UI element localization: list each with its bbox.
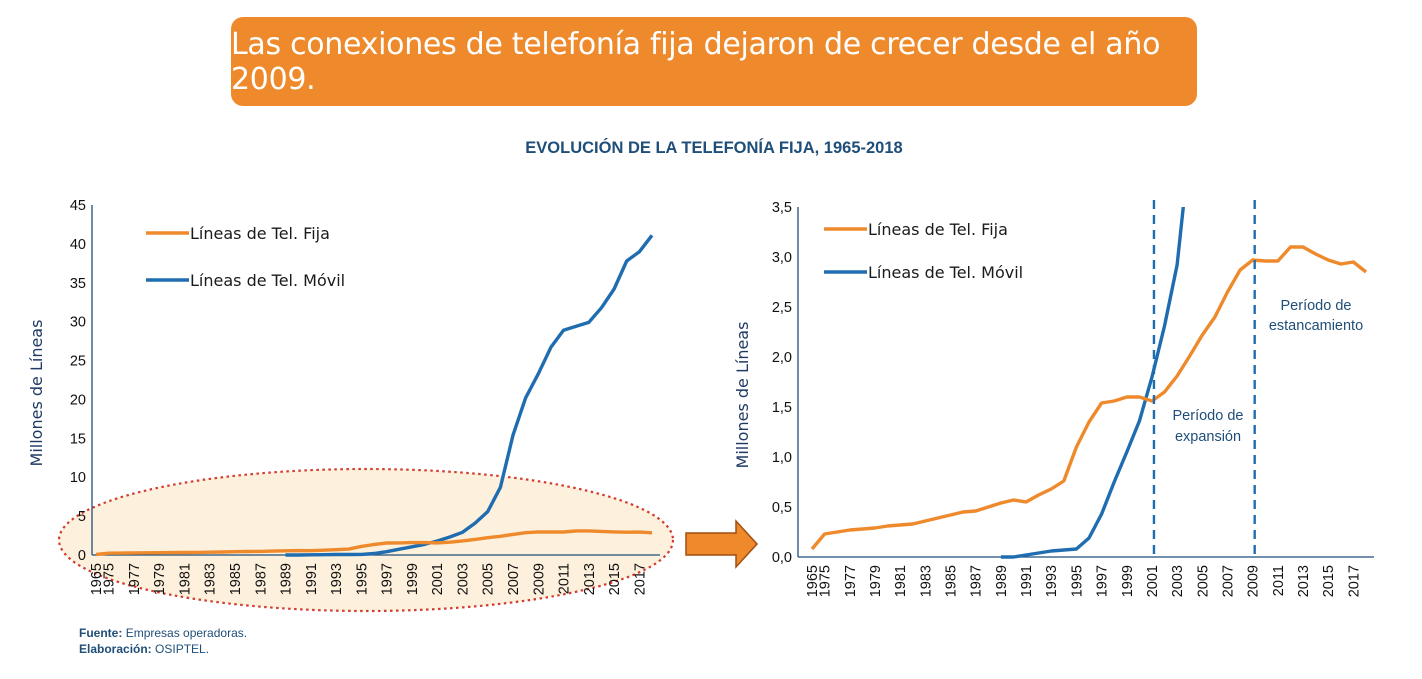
x-tick-label: 2007	[506, 563, 522, 595]
source-label: Fuente:	[79, 626, 123, 640]
x-tick-label: 1999	[1120, 565, 1136, 597]
x-tick-label: 1983	[918, 565, 934, 597]
x-tick-label: 1991	[304, 563, 320, 595]
y-axis-label: Millones de Líneas	[27, 320, 46, 467]
y-tick-label: 2,0	[772, 350, 792, 366]
x-tick-label: 1987	[969, 565, 985, 597]
series-line-movil	[285, 234, 654, 557]
x-tick-label: 1995	[1069, 565, 1085, 597]
annotation-stagnation-line1: Período de	[1281, 298, 1352, 314]
annotation-stagnation-line2: estancamiento	[1269, 318, 1363, 334]
x-tick-label: 2015	[1321, 565, 1337, 597]
x-tick-label: 1985	[228, 563, 244, 595]
y-tick-label: 25	[70, 354, 86, 370]
x-tick-label: 1989	[279, 563, 295, 595]
x-tick-label: 2013	[582, 563, 598, 595]
annotation-expansion-line1: Período de	[1173, 408, 1244, 424]
y-tick-label: 20	[70, 392, 86, 408]
x-tick-label: 1977	[843, 565, 859, 597]
headline-text: Las conexiones de telefonía fija dejaron…	[231, 26, 1161, 97]
x-tick-label: 1981	[893, 565, 909, 597]
x-tick-label: 2013	[1296, 565, 1312, 597]
y-tick-label: 5	[78, 509, 86, 525]
x-tick-label: 1987	[253, 563, 269, 595]
series-line-fija	[810, 245, 1368, 551]
x-tick-label: 2001	[430, 563, 446, 595]
x-tick-label: 2017	[1346, 565, 1362, 597]
x-tick-label: 1981	[177, 563, 193, 595]
x-tick-label: 1965	[805, 565, 821, 597]
headline-banner: Las conexiones de telefonía fija dejaron…	[231, 17, 1197, 106]
x-tick-label: 2011	[557, 563, 573, 594]
x-tick-label: 1979	[152, 563, 168, 595]
y-tick-label: 35	[70, 276, 86, 292]
y-tick-label: 3,5	[772, 200, 792, 216]
y-tick-label: 1,0	[772, 450, 792, 466]
x-tick-label: 1989	[994, 565, 1010, 597]
legend-label-movil: Líneas de Tel. Móvil	[190, 271, 345, 290]
x-tick-label: 1975	[818, 565, 834, 597]
x-tick-label: 1979	[868, 565, 884, 597]
x-tick-label: 1991	[1019, 565, 1035, 597]
x-tick-label: 2003	[455, 563, 471, 595]
x-tick-label: 2001	[1145, 565, 1161, 597]
y-tick-label: 0,5	[772, 500, 792, 516]
x-tick-label: 1977	[127, 563, 143, 595]
legend-label-movil: Líneas de Tel. Móvil	[868, 263, 1023, 282]
elaboration-label: Elaboración:	[79, 642, 152, 656]
x-tick-label: 1997	[1095, 565, 1111, 597]
x-tick-label: 2007	[1221, 565, 1237, 597]
x-tick-label: 1985	[944, 565, 960, 597]
highlight-ellipse	[57, 467, 675, 613]
series-line-movil	[1000, 207, 1186, 559]
x-tick-label: 2011	[1271, 565, 1287, 596]
x-tick-label: 1993	[329, 563, 345, 595]
y-axis-label: Millones de Líneas	[733, 322, 752, 469]
y-tick-label: 0,0	[772, 550, 792, 566]
annotation-expansion-line2: expansión	[1175, 429, 1241, 445]
x-tick-label: 1995	[354, 563, 370, 595]
y-tick-label: 3,0	[772, 250, 792, 266]
chart-title: EVOLUCIÓN DE LA TELEFONÍA FIJA, 1965-201…	[525, 139, 903, 157]
x-tick-label: 2005	[1195, 565, 1211, 597]
x-tick-label: 1993	[1044, 565, 1060, 597]
elaboration-value: OSIPTEL.	[155, 642, 210, 656]
y-tick-label: 0	[78, 548, 86, 564]
x-tick-label: 1983	[203, 563, 219, 595]
source-value: Empresas operadoras.	[125, 626, 248, 640]
y-tick-label: 10	[70, 470, 86, 486]
x-tick-label: 1999	[405, 563, 421, 595]
x-tick-label: 2003	[1170, 565, 1186, 597]
y-tick-label: 40	[70, 237, 86, 253]
x-tick-label: 2009	[531, 563, 547, 595]
x-tick-label: 1997	[380, 563, 396, 595]
series-line-fija	[95, 529, 653, 557]
source-line: Fuente: Empresas operadoras.	[79, 625, 247, 641]
legend-label-fija: Líneas de Tel. Fija	[190, 224, 330, 243]
x-tick-label: 2017	[632, 563, 648, 595]
x-tick-label: 1965	[89, 563, 105, 595]
y-tick-label: 15	[70, 431, 86, 447]
y-tick-label: 45	[70, 198, 86, 214]
y-tick-label: 1,5	[772, 400, 792, 416]
y-tick-label: 30	[70, 315, 86, 331]
x-tick-label: 1975	[102, 563, 118, 595]
elaboration-line: Elaboración: OSIPTEL.	[79, 641, 209, 657]
legend-label-fija: Líneas de Tel. Fija	[868, 220, 1008, 239]
x-tick-label: 2009	[1246, 565, 1262, 597]
zoom-arrow	[685, 519, 759, 569]
x-tick-label: 2005	[481, 563, 497, 595]
y-tick-label: 2,5	[772, 300, 792, 316]
x-tick-label: 2015	[607, 563, 623, 595]
